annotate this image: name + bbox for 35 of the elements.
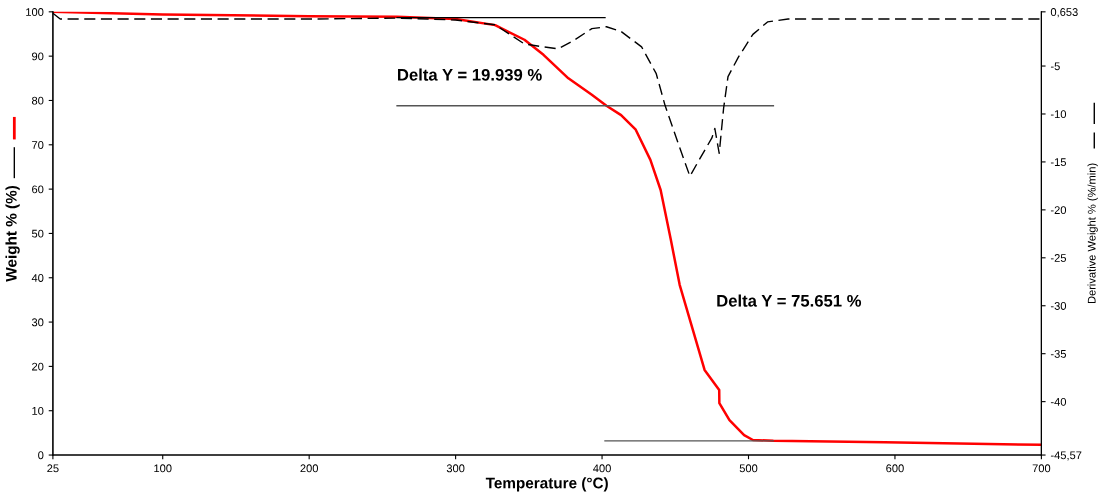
y2-tick-label: -30 bbox=[1050, 302, 1067, 310]
y2-tick-label: -40 bbox=[1050, 397, 1067, 406]
y-tick-label: 40 bbox=[31, 274, 44, 282]
y2-tick-label: 0,653 bbox=[1050, 8, 1078, 18]
y-tick-label: 90 bbox=[32, 52, 44, 61]
x-tick-label: 200 bbox=[300, 464, 319, 473]
y-tick-label: 50 bbox=[31, 229, 44, 238]
y-tick-label: 10 bbox=[32, 406, 44, 415]
y-tick-label: 70 bbox=[32, 141, 44, 149]
y2-tick-label: -20 bbox=[1050, 206, 1067, 214]
y-tick-label: 80 bbox=[31, 96, 44, 105]
x-tick-label: 100 bbox=[154, 464, 172, 473]
x-tick-label: 500 bbox=[739, 464, 758, 473]
y2-axis-title: Derivative Weight % (%/min) bbox=[1087, 163, 1098, 304]
y-tick-label: 100 bbox=[26, 8, 44, 16]
y2-tick-label: -45,57 bbox=[1050, 451, 1082, 461]
y2-tick-label: -15 bbox=[1050, 158, 1067, 167]
line-series bbox=[52, 11, 1042, 447]
y-tick-label: 60 bbox=[32, 185, 44, 194]
y-axis-title: Weight % (%) bbox=[5, 185, 20, 282]
x-tick-label: 600 bbox=[886, 464, 904, 473]
y-tick-label: 20 bbox=[32, 362, 44, 371]
y-tick-label: 30 bbox=[31, 318, 44, 327]
y2-tick-label: -5 bbox=[1050, 62, 1060, 71]
x-tick-label: 400 bbox=[593, 464, 611, 473]
y2-tick-label: -25 bbox=[1050, 254, 1067, 262]
x-tick-label: 25 bbox=[47, 464, 59, 473]
x-tick-label: 300 bbox=[446, 464, 465, 473]
y2-tick-label: -35 bbox=[1050, 349, 1067, 358]
annotation: Delta Y = 19.939 % bbox=[398, 68, 542, 81]
annotation: Delta Y = 75.651 % bbox=[717, 294, 862, 307]
x-axis-title: Temperature (°C) bbox=[485, 477, 608, 492]
y2-tick-label: -10 bbox=[1050, 110, 1067, 119]
x-tick-label: 700 bbox=[1032, 464, 1051, 473]
y-tick-label: 0 bbox=[38, 451, 44, 460]
